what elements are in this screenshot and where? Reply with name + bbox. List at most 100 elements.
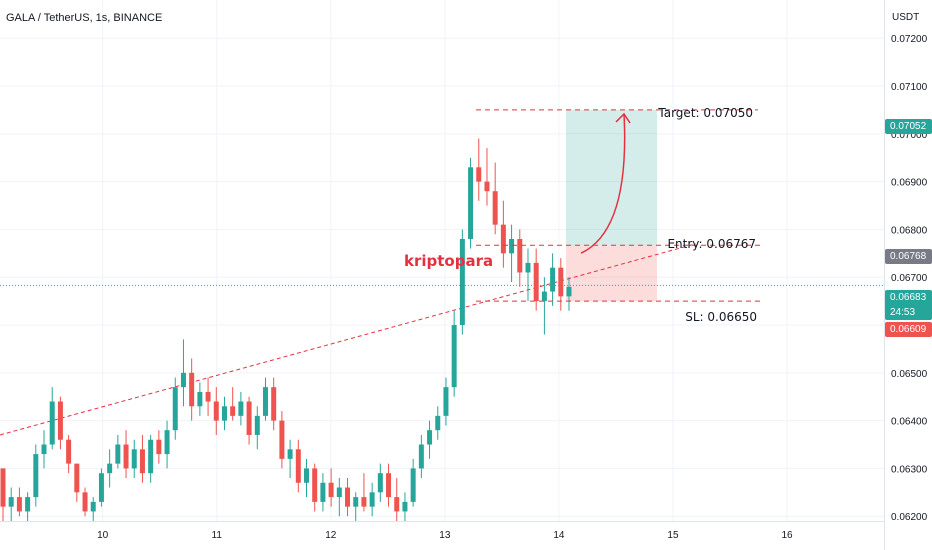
candle-body bbox=[254, 415, 260, 435]
candle-body bbox=[304, 468, 310, 483]
symbol-title: GALA / TetherUS, 1s, BINANCE bbox=[6, 12, 163, 24]
candle-body bbox=[246, 401, 252, 435]
target-label: Target: 0.07050 bbox=[657, 106, 753, 120]
y-tick-label: 0.07200 bbox=[891, 34, 928, 45]
y-tick-label: 0.06800 bbox=[891, 225, 928, 236]
candlestick bbox=[443, 377, 449, 426]
candle-body bbox=[49, 401, 55, 445]
candlestick bbox=[550, 253, 556, 306]
candle-body bbox=[180, 372, 186, 388]
y-tick-label: 0.06300 bbox=[891, 464, 928, 475]
candlestick bbox=[451, 310, 457, 397]
candlestick bbox=[8, 487, 14, 521]
loss-zone-box bbox=[566, 245, 657, 302]
candlestick bbox=[139, 434, 145, 483]
candlestick bbox=[221, 396, 227, 431]
candlestick bbox=[180, 339, 186, 407]
candle-body bbox=[345, 487, 351, 507]
candle-body bbox=[221, 406, 227, 421]
y-tick-label: 0.06500 bbox=[891, 369, 928, 380]
x-tick-label: 11 bbox=[212, 530, 223, 541]
candlestick bbox=[131, 439, 137, 478]
candle-body bbox=[443, 387, 449, 416]
candlestick bbox=[418, 434, 424, 478]
candlestick bbox=[49, 387, 55, 450]
target-price-badge: 0.07052 bbox=[885, 119, 932, 134]
candle-body bbox=[238, 401, 244, 416]
y-tick-label: 0.06400 bbox=[891, 417, 928, 428]
candle-body bbox=[386, 473, 392, 498]
candlestick bbox=[156, 430, 162, 464]
candlestick bbox=[394, 477, 400, 521]
candle-body bbox=[25, 497, 31, 512]
candlestick bbox=[33, 444, 39, 507]
y-tick-label: 0.06200 bbox=[891, 512, 928, 523]
candlestick bbox=[525, 248, 531, 302]
x-tick-label: 14 bbox=[553, 530, 565, 541]
x-tick-label: 13 bbox=[439, 530, 451, 541]
candle-body bbox=[164, 430, 170, 455]
candlestick bbox=[279, 411, 285, 469]
candle-body bbox=[33, 454, 39, 498]
x-tick-label: 16 bbox=[781, 530, 793, 541]
candle-body bbox=[287, 449, 293, 459]
candlestick bbox=[16, 487, 22, 517]
candlestick bbox=[377, 463, 383, 502]
candle-body bbox=[213, 401, 219, 421]
support-trendline bbox=[0, 243, 696, 436]
last-price-badge: 0.06683 bbox=[885, 290, 932, 305]
candlestick bbox=[66, 434, 72, 474]
trade-setup-boxes bbox=[566, 109, 657, 302]
candle-body bbox=[558, 267, 564, 297]
projection-arrow-head bbox=[615, 112, 631, 124]
candlestick bbox=[213, 387, 219, 435]
candle-body bbox=[451, 325, 457, 388]
candlestick bbox=[197, 382, 203, 416]
candle-body bbox=[57, 401, 63, 440]
stop-loss-label: SL: 0.06650 bbox=[685, 310, 757, 324]
candlestick bbox=[115, 434, 121, 469]
candle-body bbox=[172, 387, 178, 431]
candlestick bbox=[558, 258, 564, 311]
candlestick bbox=[172, 377, 178, 440]
candle-body bbox=[427, 430, 433, 445]
candle-body bbox=[566, 286, 572, 297]
candle-body bbox=[189, 372, 195, 407]
candle-body bbox=[115, 444, 121, 464]
brand-watermark-text: kriptopara bbox=[404, 252, 493, 270]
candlestick bbox=[361, 473, 367, 512]
candle-body bbox=[328, 482, 334, 498]
candle-body bbox=[139, 449, 145, 474]
candlestick bbox=[500, 200, 506, 268]
candle-body bbox=[418, 444, 424, 469]
x-axis: 10 11 12 13 14 15 16 bbox=[0, 521, 884, 541]
candle-body bbox=[484, 181, 490, 192]
candle-body bbox=[98, 473, 104, 502]
candle-body bbox=[279, 420, 285, 459]
candlestick bbox=[541, 277, 547, 335]
candlestick bbox=[320, 473, 326, 512]
candle-body bbox=[205, 391, 211, 402]
candlesticks bbox=[0, 138, 572, 521]
candle-body bbox=[262, 387, 268, 416]
candle-body bbox=[509, 238, 515, 254]
candlestick bbox=[353, 492, 359, 521]
trendline bbox=[0, 243, 696, 436]
chart-grid bbox=[0, 0, 884, 521]
candle-body bbox=[500, 224, 506, 254]
candlestick bbox=[509, 224, 515, 283]
candle-timer-badge: 24:53 bbox=[885, 305, 932, 320]
x-tick-label: 15 bbox=[667, 530, 679, 541]
y-tick-label: 0.06700 bbox=[891, 273, 928, 284]
candle-body bbox=[295, 449, 301, 483]
candle-body bbox=[131, 449, 137, 469]
candle-body bbox=[369, 492, 375, 507]
candle-body bbox=[156, 439, 162, 455]
candle-body bbox=[16, 497, 22, 512]
candlestick bbox=[82, 487, 88, 517]
candle-body bbox=[533, 262, 539, 302]
candlestick bbox=[148, 434, 154, 483]
candlestick bbox=[304, 458, 310, 498]
candle-body bbox=[336, 487, 342, 498]
